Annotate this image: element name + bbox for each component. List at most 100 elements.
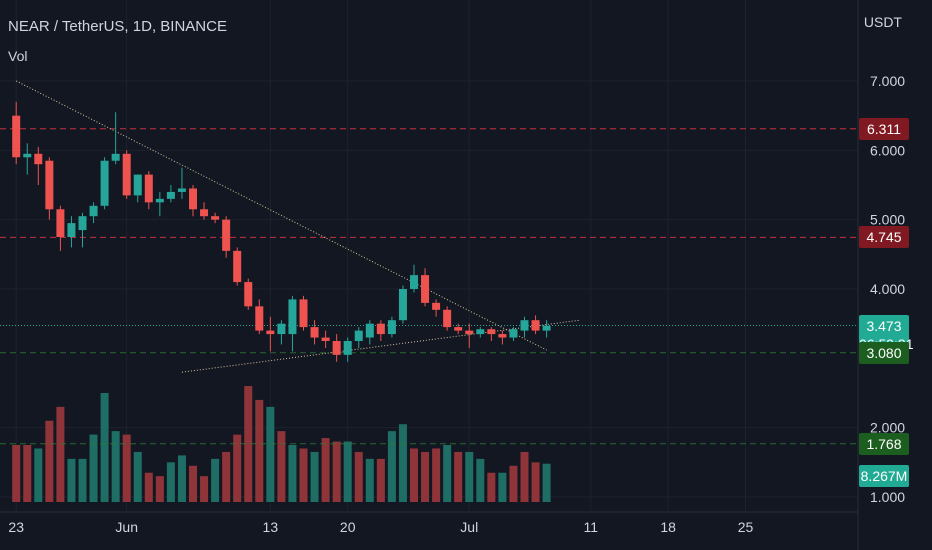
candle-body xyxy=(520,320,529,331)
time-tick-label: 23 xyxy=(8,519,24,535)
candle xyxy=(122,150,131,199)
candle-body xyxy=(476,329,485,335)
candle xyxy=(244,278,253,310)
candle-body xyxy=(343,341,352,355)
candle-body xyxy=(266,330,275,335)
candle xyxy=(211,212,220,224)
volume-bar xyxy=(56,406,65,502)
trendline-2 xyxy=(181,319,580,373)
candle xyxy=(255,299,264,335)
candle xyxy=(189,185,197,217)
volume-bar xyxy=(531,462,540,502)
candle-body xyxy=(34,153,43,165)
volume-bar xyxy=(465,451,474,502)
trendline-1 xyxy=(15,80,547,351)
candle-body xyxy=(244,282,253,307)
volume-bar xyxy=(310,451,319,502)
volume-bar xyxy=(133,451,142,502)
volume-bar xyxy=(255,399,264,502)
candle xyxy=(12,101,21,165)
volume-bar xyxy=(155,476,164,502)
candle xyxy=(520,316,529,338)
volume-bar xyxy=(266,406,275,502)
candle xyxy=(398,285,407,324)
price-axis[interactable]: 1.000 2.000 4.000 5.000 6.000 7.000 xyxy=(870,73,905,505)
price-tick-label: 4.000 xyxy=(870,281,905,297)
volume-bar xyxy=(332,441,341,502)
candle-body xyxy=(12,115,21,158)
candle-body xyxy=(432,302,441,310)
candle-body xyxy=(277,323,286,335)
chart-grid xyxy=(0,0,859,550)
candle-body xyxy=(365,323,374,338)
candle xyxy=(266,316,275,352)
candle-body xyxy=(299,299,308,328)
candle xyxy=(78,212,87,248)
candle xyxy=(23,143,32,175)
candle-body xyxy=(421,275,430,303)
symbol-title[interactable]: NEAR / TetherUS, 1D, BINANCE xyxy=(8,18,227,35)
candle xyxy=(200,202,209,220)
volume-bar xyxy=(277,431,286,502)
time-tick-label: 25 xyxy=(738,519,754,535)
price-tick-label: 5.000 xyxy=(870,212,905,228)
volume-bar xyxy=(509,465,518,502)
candle xyxy=(233,247,242,286)
last-price-badge-value: 3.473 xyxy=(866,317,902,334)
volume-level-badge-value: 1.768 xyxy=(866,435,902,452)
candle xyxy=(166,185,175,203)
candle xyxy=(56,205,65,251)
candle xyxy=(509,327,518,341)
candle-body xyxy=(487,329,496,335)
volume-indicator-label[interactable]: Vol xyxy=(8,48,28,64)
time-tick-label: 18 xyxy=(660,519,676,535)
volume-bar xyxy=(288,445,297,502)
candle xyxy=(321,330,330,348)
candle-body xyxy=(531,320,540,331)
candle xyxy=(144,171,153,210)
candle xyxy=(222,216,231,258)
volume-bar xyxy=(321,438,330,502)
candle xyxy=(288,295,297,352)
candle xyxy=(432,299,441,317)
candle-body xyxy=(255,306,264,331)
volume-bar xyxy=(23,445,32,502)
volume-bar xyxy=(78,458,87,502)
volume-value-badge: 8.267M xyxy=(859,465,909,488)
candle-body xyxy=(111,153,120,161)
candle xyxy=(542,320,551,338)
volume-bar xyxy=(520,451,529,502)
resistance-level-badge: 6.311 xyxy=(859,117,909,140)
candle xyxy=(354,327,363,348)
candle-body xyxy=(321,337,330,341)
horizontal-levels xyxy=(0,128,858,445)
volume-bar xyxy=(177,455,186,502)
resistance-level-badge-value: 6.311 xyxy=(867,120,901,137)
candle-body xyxy=(310,327,319,338)
candle xyxy=(365,320,374,345)
candle xyxy=(531,315,540,335)
candle-body xyxy=(166,191,175,199)
candle-body xyxy=(67,223,76,237)
candle xyxy=(476,327,485,338)
price-tick-label: 1.000 xyxy=(870,489,905,505)
volume-bar xyxy=(89,434,98,502)
volume-bar xyxy=(410,448,418,502)
time-tick-label: 11 xyxy=(584,519,599,535)
volume-level-badge: 1.768 xyxy=(859,432,909,455)
resistance-level-badge-2-value: 4.745 xyxy=(866,229,902,246)
volume-bar xyxy=(542,463,551,502)
price-tick-label: 2.000 xyxy=(870,420,905,436)
time-axis[interactable]: 23 Jun 13 20 Jul 11 18 25 xyxy=(8,519,753,535)
candle-body xyxy=(233,250,242,283)
candle-body xyxy=(155,198,164,203)
volume-bar xyxy=(122,434,131,502)
candle-body xyxy=(332,341,341,355)
candle-body xyxy=(376,323,385,335)
candle xyxy=(133,174,142,203)
candle-body xyxy=(56,209,65,237)
candle xyxy=(111,112,120,165)
volume-bar xyxy=(498,472,507,502)
time-tick-label: Jul xyxy=(460,519,478,535)
